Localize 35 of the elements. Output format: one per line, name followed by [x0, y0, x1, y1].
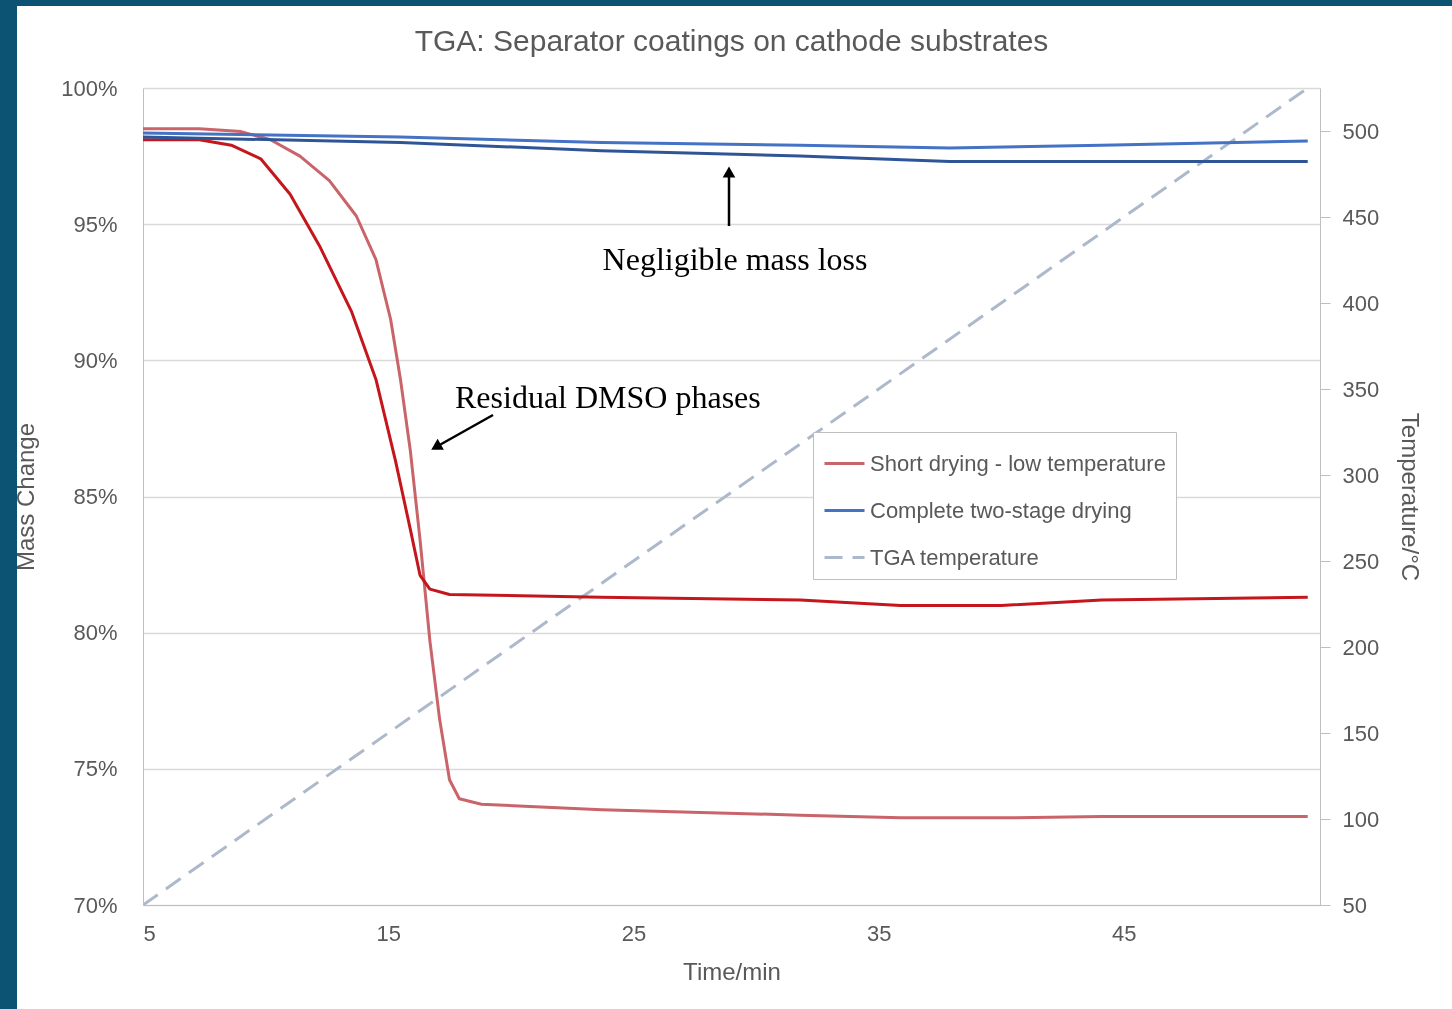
x-tick-label: 25 — [621, 920, 647, 946]
chart-title: TGA: Separator coatings on cathode substrates — [414, 24, 1049, 57]
x-tick-label: 15 — [376, 920, 401, 946]
y-tick-label: 95% — [73, 211, 118, 237]
y-tick-label: 70% — [73, 892, 118, 918]
y2-tick-label: 500 — [1342, 118, 1380, 144]
x-tick-label: 35 — [866, 920, 892, 946]
y2-tick-label: 100 — [1342, 806, 1380, 832]
y-tick-label: 100% — [61, 75, 118, 101]
y2-axis-title: Temperature/°C — [1397, 412, 1425, 582]
line-series — [143, 131, 1310, 150]
legend-label: Short drying - low temperature — [870, 450, 1166, 476]
legend-label: TGA temperature — [870, 544, 1039, 570]
y2-tick-label: 50 — [1342, 892, 1367, 918]
x-axis-title: Time/min — [683, 957, 781, 985]
x-tick-label: 5 — [143, 920, 156, 946]
y2-tick-label: 150 — [1342, 720, 1380, 746]
annotation: Negligible mass loss — [602, 241, 868, 277]
y2-tick-label: 200 — [1342, 634, 1380, 660]
annotation: Residual DMSO phases — [455, 379, 761, 415]
line-series — [143, 138, 1310, 607]
line-series — [143, 127, 1310, 820]
y2-tick-label: 450 — [1342, 204, 1380, 230]
legend-label: Complete two-stage drying — [870, 497, 1132, 523]
y-tick-label: 90% — [73, 347, 118, 373]
y2-tick-label: 300 — [1342, 462, 1380, 488]
y-axis-title: Mass Change — [12, 422, 40, 572]
y-tick-label: 85% — [73, 484, 118, 509]
x-tick-label: 45 — [1112, 920, 1137, 946]
y2-tick-label: 250 — [1342, 548, 1380, 574]
y-tick-label: 75% — [73, 756, 118, 782]
y-tick-label: 80% — [73, 620, 118, 646]
y2-tick-label: 350 — [1342, 376, 1380, 402]
y2-tick-label: 400 — [1342, 290, 1380, 316]
line-series — [143, 135, 1310, 164]
